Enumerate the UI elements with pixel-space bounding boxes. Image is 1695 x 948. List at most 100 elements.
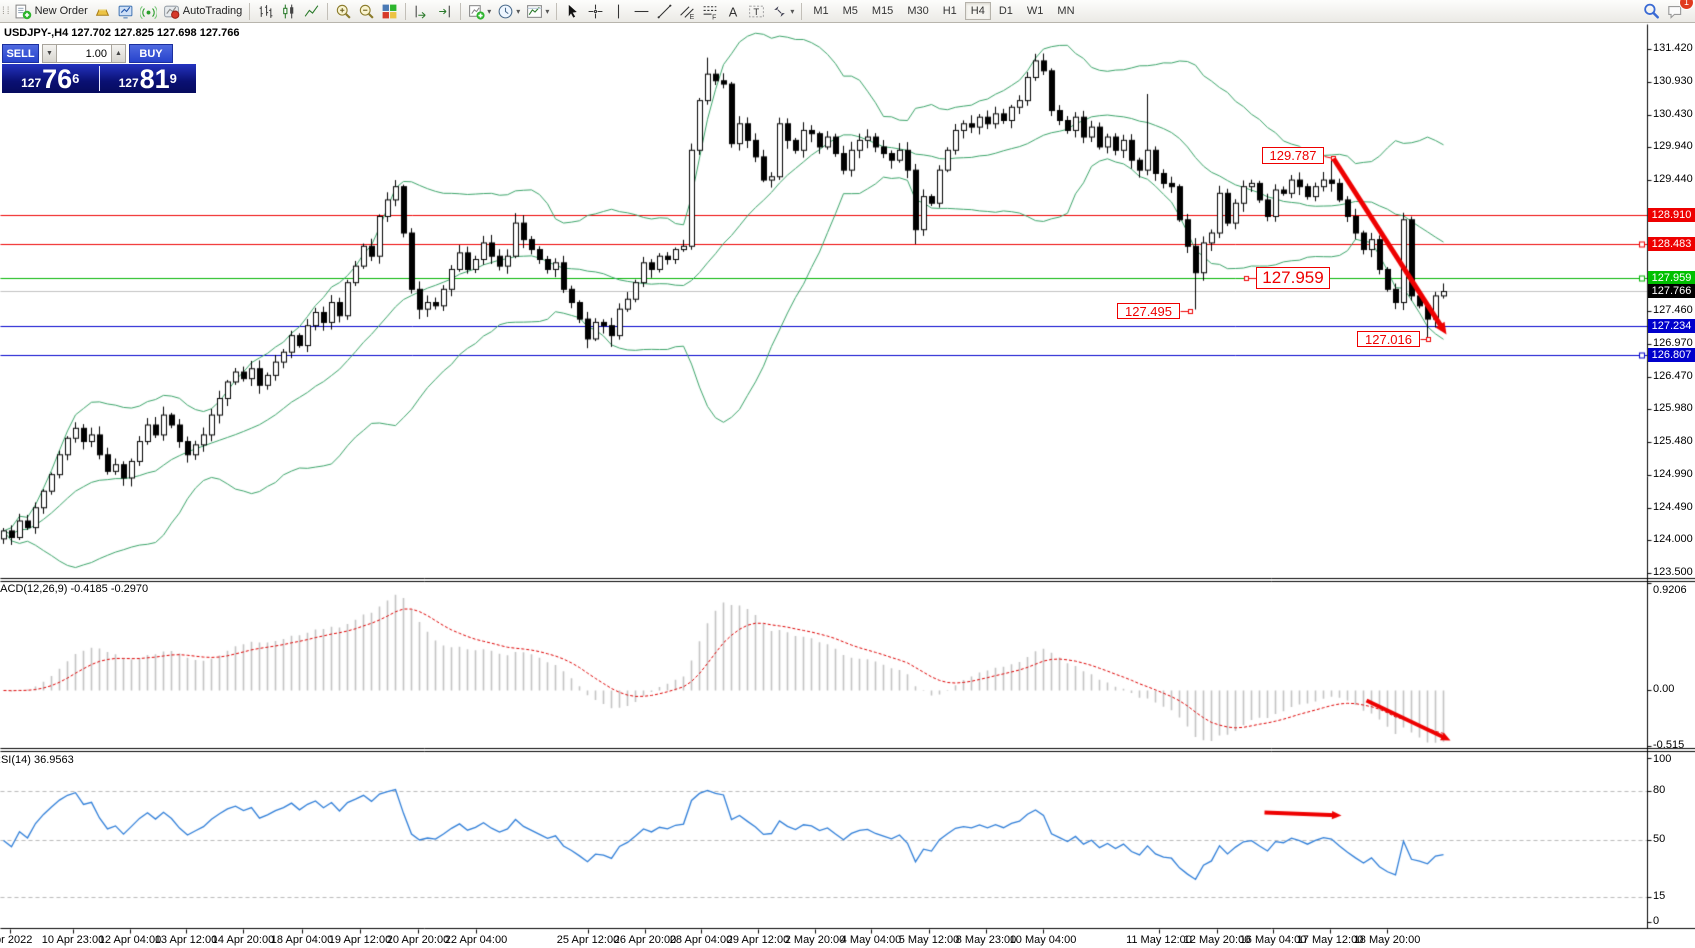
quote-divider xyxy=(98,66,100,91)
price-axis-tick: 126.970 xyxy=(1653,336,1693,349)
timeframe-buttons: M1 M5 M15 M30 H1 H4 D1 W1 MN xyxy=(806,2,1081,20)
window-handle[interactable]: ⁞ xyxy=(6,5,10,17)
time-axis-label: 29 Apr 12:00 xyxy=(726,934,790,946)
time-axis-label: 4 May 04:00 xyxy=(840,934,902,946)
chart-shift-icon[interactable] xyxy=(433,1,456,21)
zoom-in-icon[interactable] xyxy=(332,1,355,21)
tile-windows-icon[interactable] xyxy=(378,1,401,21)
time-axis-label: 16 May 04:00 xyxy=(1239,934,1307,946)
price-axis-tick: 124.000 xyxy=(1653,533,1693,546)
macd-axis-tick: 0.9206 xyxy=(1653,584,1687,596)
zoom-out-icon[interactable] xyxy=(355,1,378,21)
rsi-axis-tick: 15 xyxy=(1653,890,1666,903)
chevron-down-icon[interactable]: ▾ xyxy=(516,6,521,16)
price-axis-tick: 131.420 xyxy=(1653,42,1693,55)
toolbar-separator xyxy=(249,2,251,20)
autotrading-button[interactable]: AutoTrading xyxy=(160,1,246,21)
equidistant-channel-icon[interactable]: E xyxy=(676,1,699,21)
price-axis-tick: 130.930 xyxy=(1653,74,1693,87)
bid-price[interactable]: 127 76 6 xyxy=(21,64,80,94)
price-annotation-127.959[interactable]: 127.959 xyxy=(1256,267,1330,289)
toolbar-separator xyxy=(460,2,462,20)
signals-icon[interactable] xyxy=(137,1,160,21)
line-chart-icon[interactable] xyxy=(300,1,323,21)
time-axis-label: 26 Apr 20:00 xyxy=(613,934,677,946)
chevron-down-icon[interactable]: ▾ xyxy=(487,6,492,16)
ask-price[interactable]: 127 81 9 xyxy=(118,64,177,94)
buy-button[interactable]: BUY xyxy=(129,44,173,63)
volume-increase-button[interactable]: ▲ xyxy=(111,44,126,63)
price-annotation-129.787[interactable]: 129.787 xyxy=(1262,147,1324,164)
time-axis-label: 5 May 12:00 xyxy=(898,934,960,946)
new-order-button-label: New Order xyxy=(34,5,88,17)
time-axis-label: 2 May 20:00 xyxy=(784,934,846,946)
new-order-button[interactable]: New Order xyxy=(12,1,91,21)
crosshair-icon[interactable] xyxy=(584,1,607,21)
macd-axis-tick: 0.00 xyxy=(1653,683,1675,695)
timeframe-mn-button[interactable]: MN xyxy=(1057,5,1075,17)
volume-decrease-button[interactable]: ▼ xyxy=(42,44,57,63)
auto-scroll-icon[interactable] xyxy=(410,1,433,21)
rsi-axis-tick: 100 xyxy=(1653,753,1672,765)
toolbar-drag-handle[interactable]: ⁞ xyxy=(2,5,5,17)
timeframe-h1-button[interactable]: H1 xyxy=(942,5,957,17)
timeframe-h4-button[interactable]: H4 xyxy=(964,2,991,20)
notifications-icon[interactable]: 1 xyxy=(1663,0,1694,21)
price-axis-tick: 123.500 xyxy=(1653,566,1693,579)
price-axis-tick: 129.440 xyxy=(1653,173,1693,186)
text-label-icon[interactable]: T xyxy=(745,1,768,21)
trendline-icon[interactable] xyxy=(653,1,676,21)
horizontal-line-icon[interactable] xyxy=(630,1,653,21)
chevron-down-icon[interactable]: ▾ xyxy=(790,6,795,16)
timeframe-m5-button[interactable]: M5 xyxy=(842,5,858,17)
fibonacci-icon[interactable]: F xyxy=(699,1,722,21)
time-axis-label: 10 May 04:00 xyxy=(1009,934,1077,946)
time-axis-label: 18 May 20:00 xyxy=(1353,934,1421,946)
new-chart-button[interactable]: ▾ xyxy=(465,1,494,21)
price-axis-tick: 124.990 xyxy=(1653,467,1693,480)
timeframe-m15-button[interactable]: M15 xyxy=(871,5,894,17)
gold-instrument-icon[interactable] xyxy=(91,1,114,21)
vertical-line-icon[interactable] xyxy=(607,1,630,21)
arrows-icon[interactable]: ▾ xyxy=(768,1,797,21)
bar-chart-icon[interactable] xyxy=(254,1,277,21)
publish-chart-icon[interactable] xyxy=(114,1,137,21)
timeframe-m1-button[interactable]: M1 xyxy=(813,5,829,17)
price-axis-tick: 127.460 xyxy=(1653,304,1693,317)
toolbar-separator xyxy=(801,2,803,20)
time-axis-label: 28 Apr 04:00 xyxy=(669,934,733,946)
timeframe-w1-button[interactable]: W1 xyxy=(1026,5,1044,17)
price-annotation-127.495[interactable]: 127.495 xyxy=(1117,303,1180,319)
svg-text:F: F xyxy=(712,14,716,20)
timeframe-d1-button[interactable]: D1 xyxy=(998,5,1013,17)
volume-input[interactable] xyxy=(57,44,111,63)
toolbar-separator xyxy=(327,2,329,20)
timeframe-m30-button[interactable]: M30 xyxy=(907,5,929,17)
cursor-icon[interactable] xyxy=(561,1,584,21)
price-axis-tick: 129.940 xyxy=(1653,140,1693,153)
candlestick-chart-icon[interactable] xyxy=(277,1,300,21)
toolbar: ⁞ ⁞ New Order AutoTrading ▾ ▾ ▾ E F A T ▾ M1 M5 M15 M… xyxy=(0,0,1695,23)
price-level-label-127.766: 127.766 xyxy=(1648,284,1695,299)
rsi-axis-tick: 80 xyxy=(1653,783,1666,796)
price-annotation-127.016[interactable]: 127.016 xyxy=(1357,331,1420,347)
autotrading-button-label: AutoTrading xyxy=(182,5,243,17)
profiles-clock-button[interactable]: ▾ xyxy=(494,1,523,21)
sell-button[interactable]: SELL xyxy=(2,44,39,63)
search-icon[interactable] xyxy=(1639,1,1663,21)
template-button[interactable]: ▾ xyxy=(523,1,552,21)
price-axis-tick: 125.480 xyxy=(1653,435,1693,448)
notification-count-badge: 1 xyxy=(1679,0,1694,10)
macd-axis-tick: -0.515 xyxy=(1653,739,1685,751)
time-axis-label: 22 Apr 04:00 xyxy=(444,934,508,946)
price-level-label-126.807: 126.807 xyxy=(1648,347,1695,362)
chart-title: USDJPY-,H4 127.702 127.825 127.698 127.7… xyxy=(4,27,240,39)
time-axis-label: 11 May 12:00 xyxy=(1126,934,1192,946)
text-icon[interactable]: A xyxy=(722,1,745,21)
price-axis-tick: 124.490 xyxy=(1653,500,1693,513)
chevron-down-icon[interactable]: ▾ xyxy=(545,6,550,16)
time-axis-label: 19 Apr 12:00 xyxy=(328,934,392,946)
